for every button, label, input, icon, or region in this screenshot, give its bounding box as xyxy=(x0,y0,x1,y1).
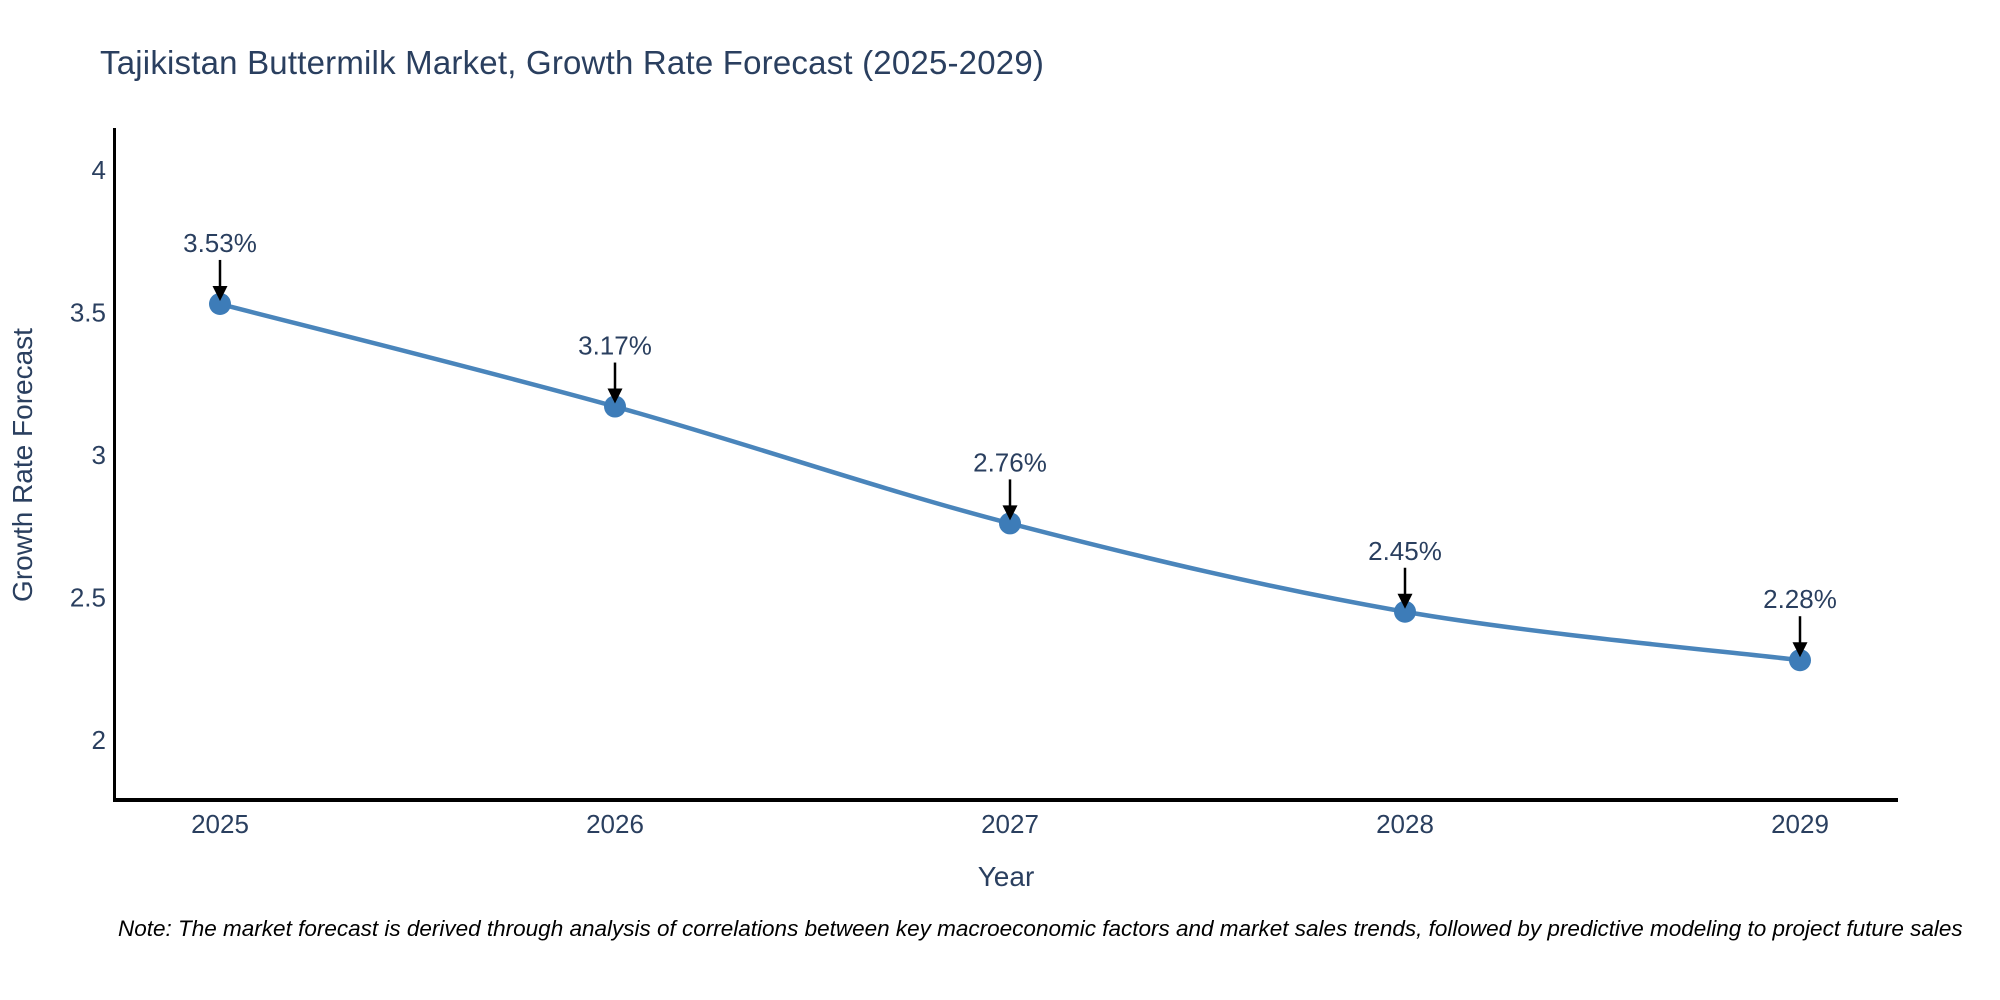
y-tick-label: 2 xyxy=(92,725,106,755)
y-tick-label: 4 xyxy=(92,155,106,185)
growth-chart-canvas: 4 3.5 3 2.5 2 2025 2026 2027 2028 2029 G… xyxy=(7,128,1898,892)
x-tick-label: 2025 xyxy=(191,809,249,839)
point-label: 2.76% xyxy=(973,447,1047,477)
y-tick-label: 3 xyxy=(92,440,106,470)
data-point-marker xyxy=(1789,649,1811,672)
chart-title: Tajikistan Buttermilk Market, Growth Rat… xyxy=(100,44,1045,81)
annotation-arrow-head xyxy=(1792,642,1808,658)
y-tick-label: 3.5 xyxy=(70,298,106,328)
annotation-arrow-head xyxy=(607,388,623,404)
point-label: 2.45% xyxy=(1368,536,1442,566)
annotation-arrow-head xyxy=(1002,505,1018,521)
data-point-marker xyxy=(1394,600,1416,623)
annotation-arrow-head xyxy=(212,285,228,301)
y-axis-title: Growth Rate Forecast xyxy=(7,328,38,602)
x-tick-label: 2029 xyxy=(1771,809,1829,839)
footnote-container: Note: The market forecast is derived thr… xyxy=(118,916,2000,962)
data-point-marker xyxy=(604,395,626,418)
x-tick-label: 2026 xyxy=(586,809,644,839)
y-tick-label: 2.5 xyxy=(70,583,106,613)
point-label: 3.53% xyxy=(183,228,257,258)
data-point-marker xyxy=(209,292,231,315)
point-label: 3.17% xyxy=(578,331,652,361)
footnote: Note: The market forecast is derived thr… xyxy=(118,916,1963,941)
x-tick-label: 2027 xyxy=(981,809,1039,839)
series-layer xyxy=(209,259,1811,672)
point-label: 2.28% xyxy=(1763,584,1837,614)
data-point-marker xyxy=(999,512,1021,535)
annotation-arrow-head xyxy=(1397,593,1413,609)
x-tick-label: 2028 xyxy=(1376,809,1434,839)
x-axis-title: Year xyxy=(978,861,1035,892)
